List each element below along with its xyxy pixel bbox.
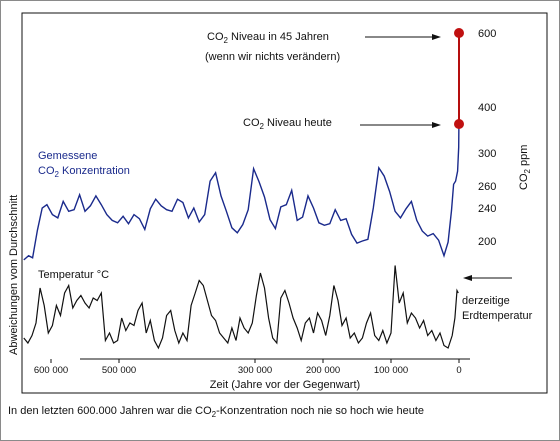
- x-ticks: 600 000 500 000 300 000 200 000 100 000 0: [34, 359, 462, 376]
- arrow-temperature: [463, 275, 512, 281]
- temperature-series-label: Temperatur °C: [38, 269, 109, 281]
- co2-future-label: CO2 Niveau in 45 Jahren: [207, 31, 329, 45]
- co2-today-label: CO2 Niveau heute: [243, 117, 332, 131]
- co2-today-marker: [454, 119, 464, 129]
- y-ticks-right: 600 400 300 260 240 200: [478, 28, 496, 248]
- temperature-annotation-line2: Erdtemperatur: [462, 310, 533, 322]
- plot-border: [21, 12, 548, 394]
- temperature-annotation-line1: derzeitige: [462, 295, 510, 307]
- x-tick-label: 500 000: [102, 365, 136, 376]
- arrow-today: [360, 122, 441, 128]
- x-tick-label: 100 000: [374, 365, 408, 376]
- co2-future-marker: [454, 28, 464, 38]
- x-tick-label: 600 000: [34, 365, 68, 376]
- y-tick-label: 600: [478, 28, 496, 40]
- x-tick-label: 0: [456, 365, 461, 376]
- x-axis-label: Zeit (Jahre vor der Gegenwart): [210, 379, 360, 391]
- y-axis-left-label: Abweichungen vom Durchschnitt: [8, 195, 20, 355]
- co2-series-line: [23, 113, 460, 261]
- y-tick-label: 260: [478, 181, 496, 193]
- x-tick-label: 200 000: [306, 365, 340, 376]
- y-tick-label: 200: [478, 236, 496, 248]
- y-tick-label: 240: [478, 203, 496, 215]
- y-axis-right-label: CO2 ppm: [518, 145, 532, 190]
- x-tick-label: 300 000: [238, 365, 272, 376]
- co2-future-sublabel: (wenn wir nichts verändern): [205, 51, 340, 63]
- figure-caption: In den letzten 600.000 Jahren war die CO…: [8, 405, 425, 420]
- co2-series-label-line1: Gemessene: [38, 150, 97, 162]
- temperature-series-line: [23, 265, 459, 350]
- arrow-future: [365, 34, 441, 40]
- y-tick-label: 400: [478, 102, 496, 114]
- co2-series-label-line2: CO2 Konzentration: [38, 165, 130, 179]
- y-tick-label: 300: [478, 148, 496, 160]
